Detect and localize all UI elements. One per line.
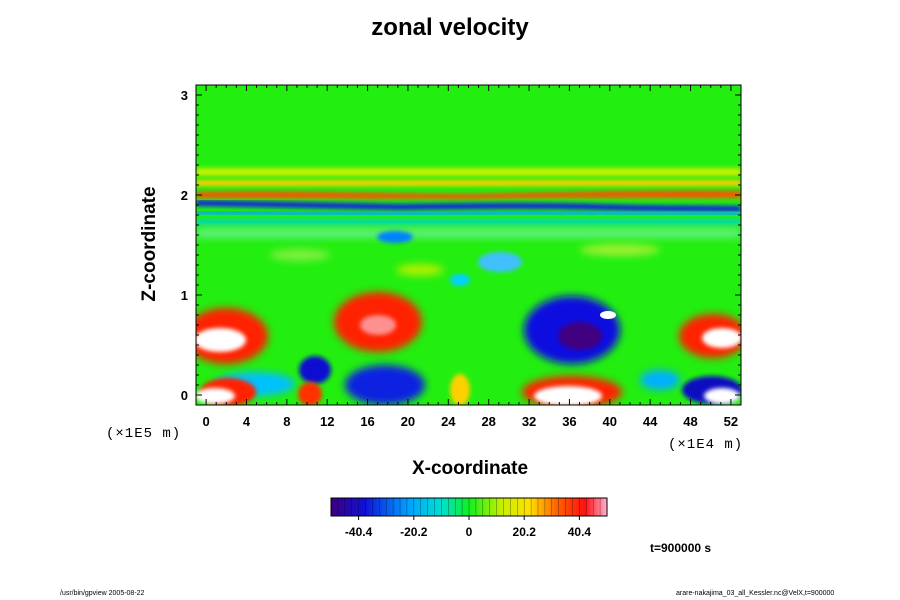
x-tick-label: 16 xyxy=(360,414,374,429)
x-tick-label: 28 xyxy=(481,414,495,429)
colorbar-tick-label: 20.2 xyxy=(513,525,537,539)
x-axis-label: X-coordinate xyxy=(411,458,529,479)
colorbar-tick-label: 40.4 xyxy=(568,525,592,539)
footer-right: arare-nakajima_03_all_Kessler.nc@VelX,t=… xyxy=(676,590,835,597)
x-tick-label: 40 xyxy=(603,414,617,429)
y-tick-label: 2 xyxy=(181,188,188,203)
x-tick-label: 32 xyxy=(522,414,536,429)
footer-left: /usr/bin/gpview 2005-08-22 xyxy=(60,590,145,597)
x-tick-label: 52 xyxy=(724,414,738,429)
x-tick-label: 12 xyxy=(320,414,334,429)
x-unit-label: (×1E4 m) xyxy=(668,437,744,453)
colorbar-tick-label: -40.4 xyxy=(345,525,373,539)
x-tick-label: 44 xyxy=(643,414,658,429)
x-tick-label: 20 xyxy=(401,414,415,429)
x-tick-label: 0 xyxy=(202,414,209,429)
y-tick-label: 3 xyxy=(181,88,188,103)
y-axis-label: Z-coordinate xyxy=(139,186,160,302)
x-axis-ticks: 0 4 8 12 16 20 24 28 32 36 40 44 48 52 xyxy=(202,85,738,429)
chart-title: zonal velocity xyxy=(371,14,529,41)
y-axis-ticks: 0 1 2 3 xyxy=(181,88,741,403)
colorbar-tick-label: 0 xyxy=(466,525,473,539)
colorbar-tick-label: -20.2 xyxy=(400,525,428,539)
x-tick-label: 8 xyxy=(283,414,290,429)
y-unit-label: (×1E5 m) xyxy=(106,426,182,442)
x-tick-label: 4 xyxy=(243,414,251,429)
x-tick-label: 24 xyxy=(441,414,456,429)
time-label: t=900000 s xyxy=(650,541,712,555)
x-tick-label: 36 xyxy=(562,414,576,429)
x-tick-label: 48 xyxy=(683,414,697,429)
y-tick-label: 0 xyxy=(181,388,188,403)
velocity-field xyxy=(196,85,741,405)
y-tick-label: 1 xyxy=(181,288,188,303)
colorbar-ticks: -40.4 -20.2 0 20.2 40.4 xyxy=(337,498,601,539)
